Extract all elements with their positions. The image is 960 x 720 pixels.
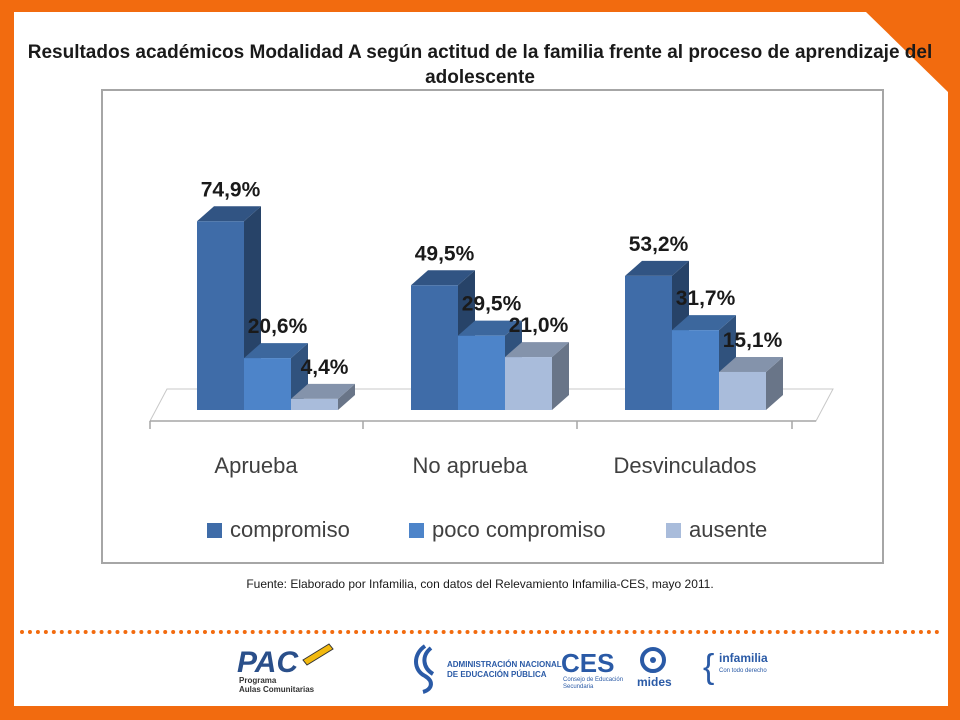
- bar-top: [719, 356, 783, 372]
- data-label: 31,7%: [676, 287, 736, 310]
- bar-top: [505, 342, 569, 358]
- pac-line1: Programa: [239, 676, 277, 685]
- legend-swatch: [207, 523, 222, 538]
- infamilia-line1: Con todo derecho: [719, 668, 767, 674]
- slide-title: Resultados académicos Modalidad A según …: [27, 42, 933, 88]
- legend-label: ausente: [689, 517, 767, 542]
- bar: [411, 285, 458, 410]
- source-note: Fuente: Elaborado por Infamilia, con dat…: [246, 577, 714, 591]
- data-label: 53,2%: [629, 233, 689, 256]
- bar: [719, 371, 766, 410]
- legend-swatch: [409, 523, 424, 538]
- data-label: 49,5%: [415, 242, 475, 265]
- infamilia-logo: { infamilia Con todo derecho: [703, 648, 768, 686]
- bar-side: [766, 356, 783, 410]
- pac-line2: Aulas Comunitarias: [239, 685, 315, 694]
- mides-star-icon: [640, 647, 666, 673]
- mides-logo: mides: [637, 647, 672, 689]
- bar-side: [338, 383, 355, 410]
- ces-line2: Secundaria: [563, 684, 594, 690]
- pac-mark: PAC: [237, 646, 299, 679]
- ces-logo: CES Consejo de Educación Secundaria: [561, 648, 623, 690]
- bar-top: [197, 206, 261, 222]
- dotted-separator: [20, 630, 940, 634]
- logo-strip: PAC Programa Aulas Comunitarias ADMINIST…: [225, 638, 777, 694]
- legend-label: compromiso: [230, 517, 350, 542]
- pac-logo: PAC Programa Aulas Comunitarias: [237, 643, 334, 694]
- data-label: 15,1%: [723, 329, 783, 352]
- bar-top: [672, 315, 736, 331]
- chart-container: 74,9% 20,6% 4,4% Aprueba 49,5% 29,5% 21,0% No a…: [101, 89, 884, 564]
- anep-logo: ADMINISTRACIÓN NACIONAL DE EDUCACIÓN PÚB…: [414, 644, 562, 694]
- anep-line1: ADMINISTRACIÓN NACIONAL: [447, 660, 562, 669]
- bar-top: [458, 320, 522, 336]
- data-label: 4,4%: [301, 356, 349, 379]
- chart: 74,9% 20,6% 4,4% Aprueba 49,5% 29,5%21,0% No a…: [149, 178, 834, 542]
- bar: [625, 275, 672, 410]
- bar-side: [552, 342, 569, 410]
- category-label: Aprueba: [214, 453, 298, 478]
- pencil-icon: [302, 643, 334, 666]
- category-label: No aprueba: [413, 453, 529, 478]
- bar: [505, 357, 552, 410]
- bar: [458, 335, 505, 410]
- legend-label: poco compromiso: [432, 517, 606, 542]
- bar: [291, 398, 338, 410]
- legend-swatch: [666, 523, 681, 538]
- logos: PAC Programa Aulas Comunitarias ADMINIST…: [237, 643, 768, 694]
- bar-top: [411, 270, 475, 286]
- data-label: 21,0%: [509, 314, 569, 337]
- anep-emblem-icon: [414, 644, 435, 694]
- bar-top: [244, 343, 308, 359]
- bar: [197, 221, 244, 410]
- bar-top: [625, 260, 689, 276]
- brace-icon: {: [703, 648, 714, 686]
- bar-top: [291, 383, 355, 399]
- anep-line2: DE EDUCACIÓN PÚBLICA: [447, 670, 547, 679]
- infamilia-mark: infamilia: [719, 651, 768, 665]
- data-label: 74,9%: [201, 178, 261, 201]
- bar: [244, 358, 291, 410]
- ces-mark: CES: [561, 648, 614, 678]
- category-label: Desvinculados: [613, 453, 756, 478]
- data-label: 29,5%: [462, 293, 522, 316]
- mides-mark: mides: [637, 675, 672, 689]
- data-label: 20,6%: [248, 315, 308, 338]
- bar: [672, 330, 719, 410]
- ces-line1: Consejo de Educación: [563, 677, 623, 683]
